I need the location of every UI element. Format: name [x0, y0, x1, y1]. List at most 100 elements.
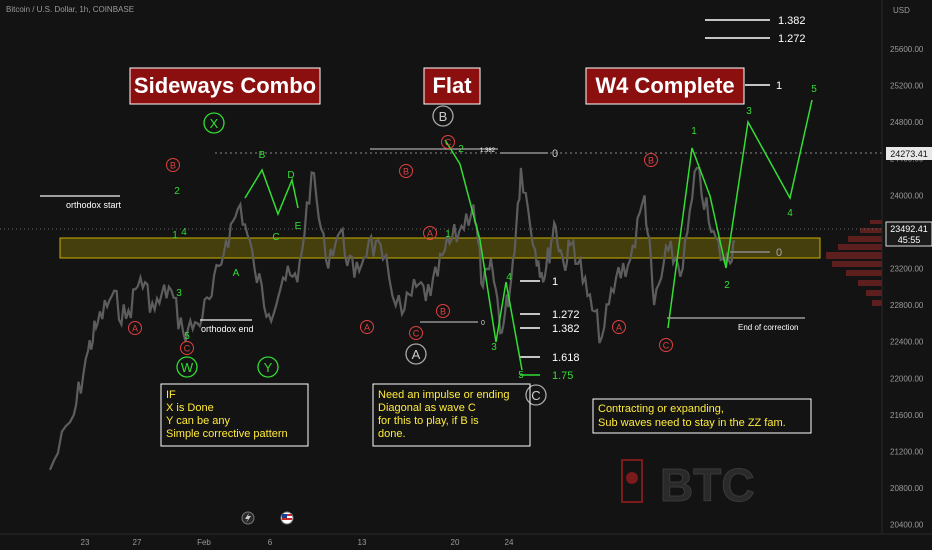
- us-flag-icon[interactable]: [280, 511, 294, 525]
- circle-labels: X W Y B A C: [176, 105, 547, 406]
- top-fib-levels: 1.382 1.272 1 0: [705, 15, 806, 259]
- x-tick-label: 6: [268, 538, 273, 547]
- x-tick-label: 23: [81, 538, 90, 547]
- circle-w: W: [181, 360, 194, 375]
- red-b3: B: [440, 307, 446, 317]
- y-tick-label: 21200.00: [890, 447, 924, 456]
- title-w4-complete: W4 Complete: [585, 67, 745, 105]
- note1-line3: Y can be any: [166, 415, 231, 427]
- g-3c: 3: [746, 106, 752, 117]
- red-a4: A: [616, 323, 622, 333]
- g-C: C: [272, 232, 279, 243]
- fib-top-1382: 1.382: [778, 15, 806, 27]
- circle-c: C: [531, 388, 540, 403]
- g-3a: 3: [176, 288, 182, 299]
- orthodox-start-label: orthodox start: [66, 200, 122, 210]
- y-tick-label: 25600.00: [890, 45, 924, 54]
- red-b4: B: [648, 156, 654, 166]
- note1-line4: Simple corrective pattern: [166, 428, 288, 440]
- w4-projection: [667, 99, 813, 329]
- red-a2: A: [364, 323, 370, 333]
- green-wave-numbers: 2 4 1 3 5 A B C D E 2 1 4 3 5 1 2 3 4 5: [172, 84, 817, 381]
- x-tick-label: 27: [133, 538, 142, 547]
- g-D: D: [287, 170, 294, 181]
- price-tag-current: 23492.41 45:55: [885, 221, 932, 247]
- fib-flat-1: 1: [552, 276, 558, 288]
- x-tick-label: 24: [505, 538, 514, 547]
- note-sideways: IF X is Done Y can be any Simple correct…: [160, 383, 309, 447]
- g-1c: 1: [691, 126, 697, 137]
- price-tag-high-text: 24273.41: [890, 149, 928, 159]
- g-5b: 5: [518, 370, 524, 381]
- note-flat: Need an impulse or ending Diagonal as wa…: [372, 383, 531, 447]
- y-tick-label: 24000.00: [890, 191, 924, 200]
- note2-line2: Diagonal as wave C: [378, 402, 476, 414]
- note2-line4: done.: [378, 428, 406, 440]
- title-flat-text: Flat: [432, 73, 472, 98]
- end-of-correction-label: End of correction: [738, 323, 798, 332]
- sideways-projection: [244, 168, 299, 217]
- g-4c: 4: [787, 208, 793, 219]
- note-w4: Contracting or expanding, Sub waves need…: [592, 398, 812, 434]
- price-tag-high: 24273.41: [886, 147, 932, 160]
- price-line: [48, 166, 736, 471]
- price-tag-current-text: 23492.41: [890, 224, 928, 234]
- title-sideways-combo: Sideways Combo: [129, 67, 321, 105]
- y-tick-label: 21600.00: [890, 411, 924, 420]
- red-c4: C: [663, 341, 670, 351]
- g-B: B: [259, 150, 266, 161]
- red-c3: C: [445, 138, 452, 148]
- note3-line2: Sub waves need to stay in the ZZ fam.: [598, 417, 786, 429]
- g-4a: 4: [181, 227, 187, 238]
- red-a3: A: [427, 229, 433, 239]
- g-2c: 2: [724, 280, 730, 291]
- title-sideways-combo-text: Sideways Combo: [134, 73, 316, 98]
- red-wave-labels: B A C B A C B A C B A C: [128, 135, 673, 355]
- fib-top-1: 1: [776, 80, 782, 92]
- g-E: E: [295, 221, 302, 232]
- x-tick-label: 13: [358, 538, 367, 547]
- note2-line3: for this to play, if B is: [378, 415, 479, 427]
- volume-profile: [826, 220, 882, 306]
- flat-projection: [444, 139, 523, 371]
- x-axis-ticks: 23 27 Feb 6 13 20 24: [81, 538, 514, 547]
- y-tick-label: 20400.00: [890, 521, 924, 530]
- flat-fib-levels: 1 1.272 1.382 1.618 1.75: [520, 276, 580, 382]
- fib-right-zero: 0: [776, 247, 782, 259]
- g-5c: 5: [811, 84, 817, 95]
- fib-flat-1382: 1.382: [552, 323, 580, 335]
- note3-line1: Contracting or expanding,: [598, 403, 724, 415]
- flat-zero-low-label: 0: [481, 320, 485, 327]
- countdown-text: 45:55: [898, 235, 921, 245]
- g-1a: 1: [172, 230, 178, 241]
- x-tick-label: 20: [451, 538, 460, 547]
- circle-b: B: [439, 109, 448, 124]
- symbol-info: Bitcoin / U.S. Dollar, 1h, COINBASE: [6, 5, 134, 14]
- red-a1: A: [132, 324, 138, 334]
- g-5a: 5: [184, 331, 190, 342]
- fib-top-1272: 1.272: [778, 33, 806, 45]
- circle-x: X: [210, 116, 219, 131]
- flat-zero-label: 0: [552, 148, 558, 160]
- red-b2: B: [403, 167, 409, 177]
- fib-small-label: 1.382: [480, 148, 496, 154]
- y-tick-label: 22400.00: [890, 338, 924, 347]
- watermark-text: BTC: [660, 459, 755, 511]
- y-tick-label: 22800.00: [890, 301, 924, 310]
- flash-icon[interactable]: [241, 511, 255, 525]
- y-tick-label: 23200.00: [890, 265, 924, 274]
- y-tick-label: 20800.00: [890, 484, 924, 493]
- g-1b: 1: [445, 229, 451, 240]
- circle-a: A: [412, 347, 421, 362]
- note2-line1: Need an impulse or ending: [378, 389, 509, 401]
- red-b1: B: [170, 161, 176, 171]
- note1-line2: X is Done: [166, 402, 214, 414]
- fib-flat-1618: 1.618: [552, 352, 580, 364]
- fib-flat-175: 1.75: [552, 370, 573, 382]
- g-3b: 3: [491, 342, 497, 353]
- price-series: [48, 166, 736, 471]
- circle-y: Y: [264, 360, 273, 375]
- y-tick-label: 25200.00: [890, 82, 924, 91]
- btc-watermark: BTC: [621, 459, 755, 512]
